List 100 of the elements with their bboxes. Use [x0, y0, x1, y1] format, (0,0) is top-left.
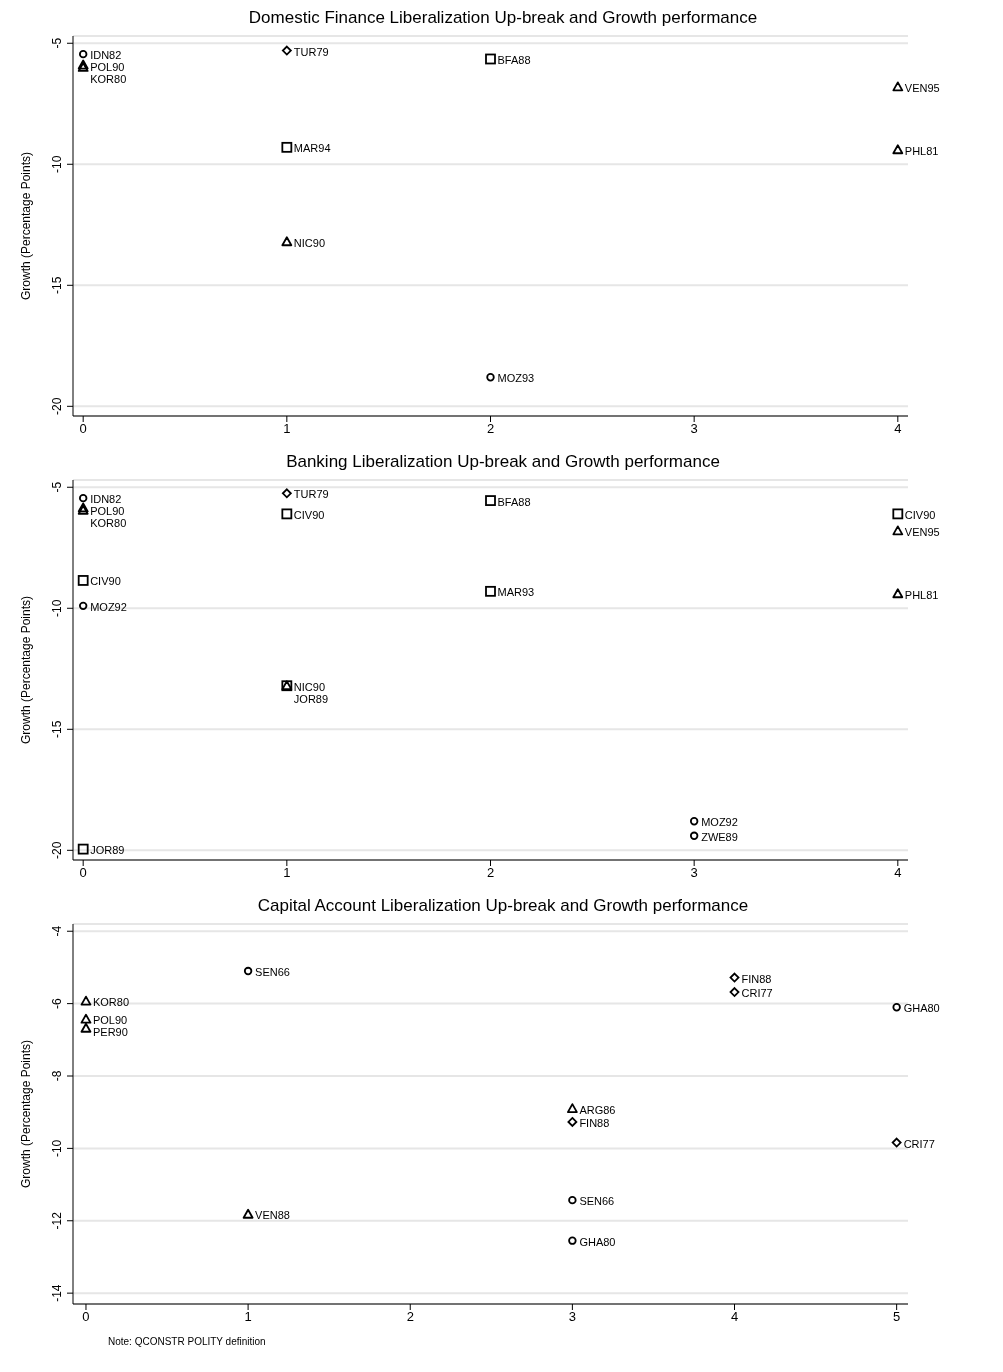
x-tick-label: 0 [79, 865, 87, 881]
annotation: KOR80 [90, 517, 127, 530]
y-tick-label: -10 [50, 599, 64, 617]
annotation: FIN88 [741, 972, 772, 985]
y-tick-label: -20 [50, 397, 64, 415]
y-tick-label: -10 [50, 155, 64, 173]
annotation: GHA80 [903, 1002, 940, 1015]
point [77, 843, 89, 855]
annotation: MOZ92 [701, 816, 738, 829]
annotation: VEN95 [904, 81, 940, 94]
x-tick-label: 1 [283, 421, 291, 437]
x-tick-label: 2 [406, 1309, 414, 1325]
point [78, 49, 88, 59]
annotation: ZWE89 [701, 830, 738, 843]
point [892, 508, 904, 520]
text: Note: QCONSTR POLITY definition [108, 1336, 267, 1347]
annotation: PHL81 [904, 588, 939, 601]
y-axis-title: Growth (Percentage Points) [19, 151, 34, 301]
point [281, 141, 293, 153]
x-tick-label: 0 [79, 421, 87, 437]
x-tick-label: 3 [568, 1309, 576, 1325]
point [689, 817, 699, 826]
point [242, 1208, 254, 1219]
point [78, 493, 88, 503]
x-tick-label: 0 [82, 1309, 90, 1325]
x-tick-label: 4 [894, 421, 902, 437]
point [77, 575, 89, 586]
annotation: MOZ92 [90, 600, 127, 613]
annotation: MAR93 [497, 586, 535, 599]
annotation: SEN66 [579, 1195, 615, 1208]
annotation: POL90 [90, 505, 125, 518]
annotation: VEN88 [255, 1209, 290, 1222]
x-tick-label: 2 [486, 865, 495, 881]
annotation: BFA88 [497, 495, 531, 508]
point [243, 966, 253, 976]
point [485, 585, 496, 597]
point [892, 1003, 901, 1012]
y-tick-label: -15 [50, 720, 64, 738]
annotation: VEN95 [904, 525, 940, 538]
annotation: JOR89 [90, 844, 125, 857]
annotation: MOZ93 [497, 372, 535, 385]
annotation: TUR79 [293, 488, 329, 501]
y-tick-label: -14 [50, 1284, 64, 1302]
point [566, 1103, 578, 1113]
annotation: JOR89 [293, 692, 329, 705]
y-tick-label: -6 [50, 997, 64, 1009]
annotation: CIV90 [904, 508, 936, 521]
annotation: CIV90 [90, 575, 121, 588]
annotation: GHA80 [579, 1235, 616, 1248]
annotation: POL90 [90, 61, 125, 74]
point [689, 831, 699, 840]
point [485, 53, 496, 65]
chart-title: Domestic Finance Liberalization Up-break and Growth performance [247, 8, 759, 28]
point [80, 1013, 92, 1024]
x-tick-label: 5 [893, 1309, 901, 1325]
point [281, 236, 293, 247]
annotation: NIC90 [293, 236, 326, 249]
annotation: NIC90 [293, 680, 326, 693]
chart-title: Capital Account Liberalization Up-break and Growth performance [256, 896, 750, 916]
point [892, 144, 904, 155]
y-tick-label: -5 [50, 37, 64, 49]
y-tick-label: -5 [50, 481, 64, 493]
annotation: CRI77 [741, 987, 773, 1000]
x-tick-label: 3 [690, 421, 698, 437]
point [80, 1022, 92, 1033]
annotation: CIV90 [293, 508, 325, 521]
point [892, 588, 904, 599]
y-tick-label: -4 [50, 925, 64, 937]
y-axis-title: Growth (Percentage Points) [19, 595, 34, 745]
annotation: FIN88 [579, 1116, 610, 1129]
annotation: KOR80 [92, 996, 130, 1009]
point [281, 45, 292, 56]
y-tick-label: -15 [50, 276, 64, 294]
point [80, 995, 92, 1006]
point [891, 1137, 902, 1148]
point [892, 81, 904, 92]
annotation: ARG86 [579, 1103, 616, 1116]
annotation: CRI77 [903, 1137, 935, 1150]
y-axis-title: Growth (Percentage Points) [19, 1039, 34, 1189]
point [567, 1117, 578, 1127]
point [892, 525, 904, 536]
y-tick-label: -12 [50, 1211, 64, 1230]
x-tick-label: 1 [283, 865, 291, 881]
annotation: PHL81 [904, 144, 939, 157]
annotation: POL90 [92, 1014, 128, 1027]
annotation: SEN66 [255, 966, 290, 979]
point [78, 601, 88, 611]
annotation: IDN82 [90, 49, 122, 62]
annotation: BFA88 [497, 53, 531, 66]
x-tick-label: 3 [690, 865, 698, 881]
x-tick-label: 4 [730, 1309, 739, 1325]
point [568, 1236, 577, 1245]
chart-title: Banking Liberalization Up-break and Growth performance [285, 452, 721, 472]
y-tick-label: -10 [50, 1139, 64, 1158]
annotation: PER90 [92, 1026, 128, 1039]
point [729, 972, 740, 983]
annotation: KOR80 [90, 73, 127, 86]
point [486, 373, 495, 382]
x-tick-label: 4 [894, 865, 902, 881]
x-tick-label: 1 [244, 1309, 252, 1325]
